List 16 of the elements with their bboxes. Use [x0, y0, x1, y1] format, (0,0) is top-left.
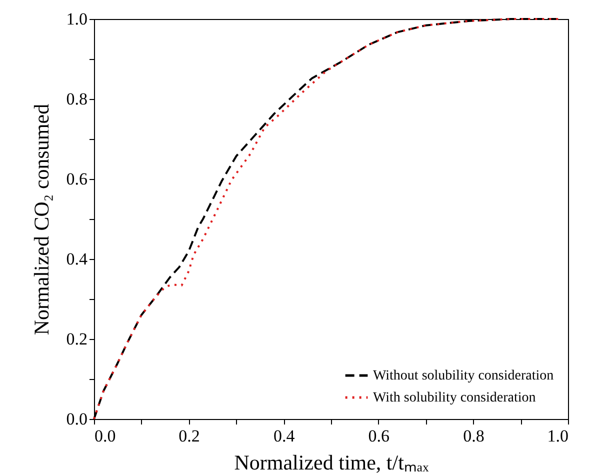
legend-label: Without solubility consideration [373, 368, 554, 384]
x-tick-label: 0.0 [94, 426, 116, 446]
y-tick-label: 1.0 [66, 10, 88, 28]
x-tick-label: 0.8 [463, 426, 484, 446]
x-tick-label: 0.6 [368, 426, 390, 446]
y-tick-label: 0.4 [66, 250, 88, 268]
x-tick-label: 1.0 [547, 426, 568, 446]
legend-label: With solubility consideration [373, 390, 536, 406]
y-tick-label: 0.6 [66, 170, 88, 188]
y-tick-label: 0.8 [66, 90, 88, 108]
x-axis-title: Normalized time, t/tₘₐₓ [234, 450, 430, 473]
x-tick-label: 0.2 [178, 426, 200, 446]
y-tick-label: 0.0 [66, 410, 88, 428]
x-tick-label: 0.4 [273, 426, 296, 446]
y-axis-title: Normalized CO₂ consumed [29, 103, 54, 336]
y-tick-label: 0.2 [66, 330, 88, 348]
